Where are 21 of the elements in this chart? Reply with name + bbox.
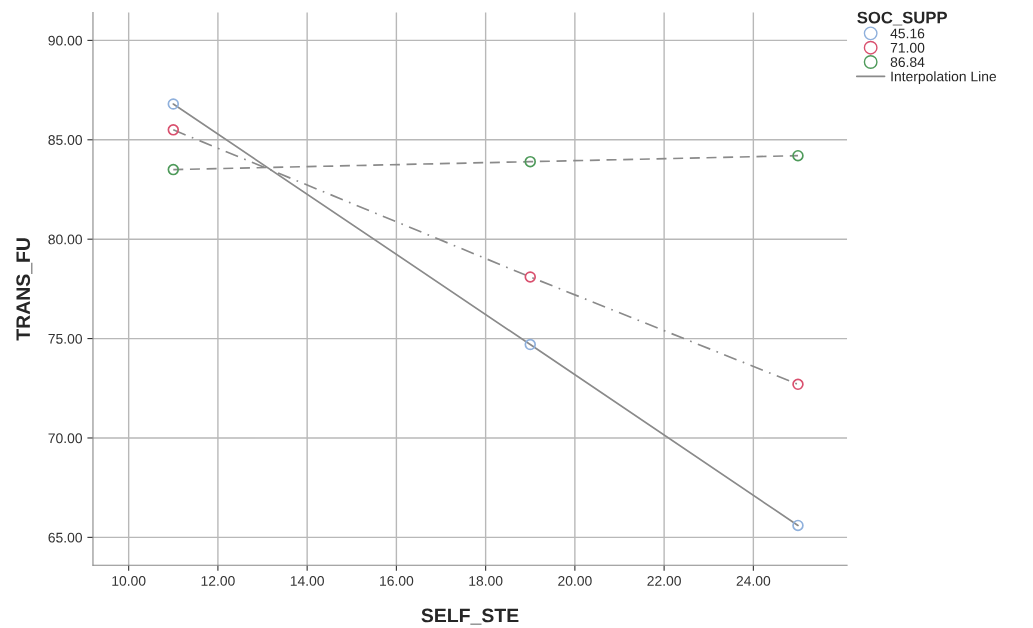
y-tick-label: 90.00 (48, 35, 83, 46)
y-tick-label: 85.00 (48, 135, 83, 145)
legend-label: 86.84 (890, 57, 925, 68)
legend-label: 45.16 (890, 28, 925, 39)
x-tick-label: 10.00 (112, 575, 146, 586)
legend-title: SOC_SUPP (857, 11, 947, 26)
x-tick-label: 12.00 (201, 575, 235, 586)
x-tick-label: 22.00 (647, 575, 681, 586)
x-axis-title: SELF_STE (421, 608, 519, 625)
x-tick-label: 18.00 (469, 575, 503, 586)
x-tick-label: 14.00 (290, 575, 324, 586)
y-tick-label: 70.00 (48, 433, 83, 444)
text: Interpolation Line (891, 71, 997, 85)
y-tick-label: 80.00 (48, 234, 83, 245)
y-axis-title: TRANS_FU (16, 238, 33, 341)
x-tick-label: 20.00 (558, 575, 592, 586)
y-tick-label: 65.00 (48, 532, 83, 543)
legend-label: 71.00 (890, 42, 925, 53)
x-tick-label: 16.00 (380, 575, 414, 586)
y-tick-label: 75.00 (48, 333, 83, 344)
x-tick-label: 24.00 (736, 575, 771, 586)
